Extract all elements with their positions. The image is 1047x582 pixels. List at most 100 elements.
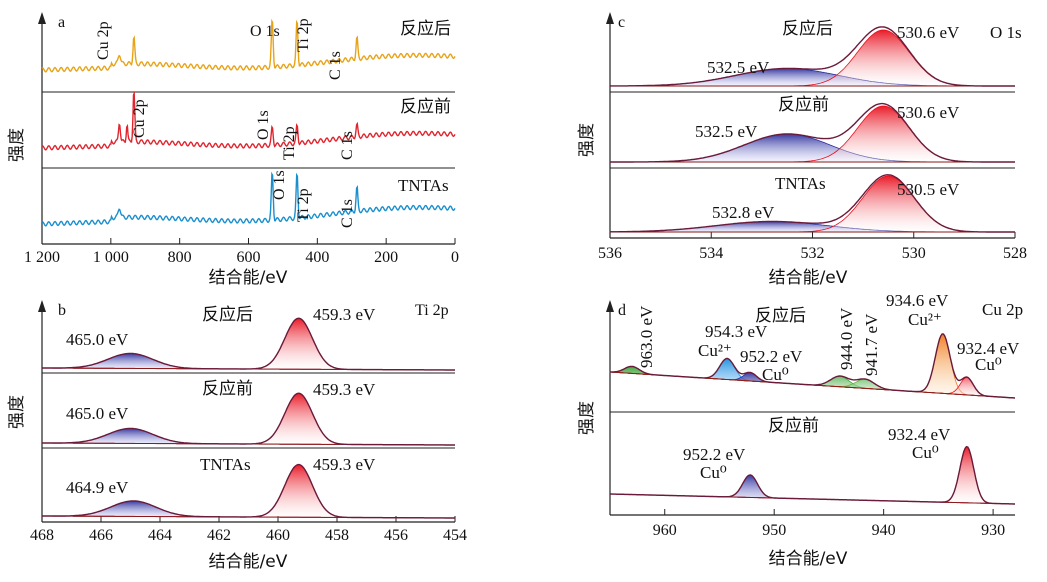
panel-c-envelope — [610, 102, 1015, 163]
panel-c-peak-label: 532.5 eV — [695, 122, 758, 141]
panel-b-tick-label: 454 — [443, 527, 467, 544]
panel-d-tick-label: 930 — [981, 522, 1005, 539]
panel-a-peak-label: Cu 2p — [131, 99, 148, 138]
panel-b-peak-label: 464.9 eV — [66, 478, 129, 497]
panel-d-title: Cu 2p — [982, 300, 1023, 319]
panel-d-envelope — [610, 445, 1015, 505]
panel-c-peak-label: 530.5 eV — [897, 180, 960, 199]
panel-c-peak-label: 532.8 eV — [712, 203, 775, 222]
panel-b-title: Ti 2p — [415, 302, 449, 319]
panel-a-peak-label: Ti 2p — [295, 188, 312, 222]
panel-a-ylabel: 强度 — [7, 128, 27, 162]
panel-d-series-label-before: 反应前 — [768, 416, 819, 436]
panel-c-label: c — [618, 14, 625, 31]
panel-d-label: d — [618, 302, 626, 319]
panel-c-tick-label: 528 — [1003, 245, 1027, 262]
panel-b-tick-label: 458 — [325, 527, 349, 544]
panel-c-envelope — [609, 26, 1015, 87]
panel-a-series-line — [41, 171, 456, 227]
panel-d-tick-label: 960 — [653, 522, 677, 539]
panel-c-component-peak — [610, 133, 1015, 163]
panel-b-peak-label: 459.3 eV — [313, 455, 376, 474]
panel-d-xlabel: 结合能/eV — [769, 549, 848, 569]
panel-c-tick-label: 530 — [902, 245, 926, 262]
panel-a-peak-label: Cu 2p — [95, 21, 112, 60]
panel-b-envelope — [42, 463, 455, 519]
panel-b-label: b — [58, 302, 66, 319]
panel-d-envelope — [610, 333, 1016, 399]
panel-d-tick-label: 950 — [762, 522, 786, 539]
panel-a-y-arrow — [38, 12, 46, 24]
panel-c-series-label-tntas: TNTAs — [775, 174, 826, 193]
panel-a-label: a — [58, 14, 65, 31]
panel-b-component-peak — [42, 353, 455, 371]
panel-a-peak-label: C 1s — [339, 131, 356, 160]
panel-d-peak-label: 934.6 eV — [886, 291, 949, 310]
panel-b-series-label-tntas: TNTAs — [200, 455, 251, 474]
panel-a-peak-label: C 1s — [339, 199, 356, 228]
panel-a-peak-label: Ti 2p — [295, 18, 312, 52]
panel-c-y-arrow — [606, 12, 614, 24]
panel-d-peak-sublabel: Cu⁰ — [975, 355, 1002, 374]
panel-d-peak-label: 952.2 eV — [740, 347, 803, 366]
panel-a-peak-label: O 1s — [250, 23, 280, 40]
panel-b-peak-label: 465.0 eV — [66, 404, 129, 423]
panel-d-ylabel: 强度 — [577, 401, 597, 435]
panel-c-series-label-before: 反应前 — [778, 95, 829, 115]
panel-c-envelope — [610, 174, 1015, 233]
panel-d-peak-sublabel: Cu²⁺ — [698, 341, 732, 360]
panel-c: c O 1s 536 534 532 530 528 532.5 eV 530.6 eV 5… — [577, 12, 1027, 288]
panel-d-tick-label: 940 — [872, 522, 896, 539]
panel-b-series-label-before: 反应前 — [202, 379, 253, 399]
panel-c-tick-label: 534 — [699, 245, 723, 262]
panel-a-peak-label: O 1s — [255, 110, 272, 140]
panel-a-tick-label: 800 — [168, 249, 192, 266]
panel-b-peak-label: 465.0 eV — [66, 330, 129, 349]
panel-c-peak-label: 530.6 eV — [897, 23, 960, 42]
panel-b-envelope — [42, 392, 455, 446]
panel-d-peak-label: 952.2 eV — [683, 445, 746, 464]
panel-b-tick-label: 464 — [148, 527, 172, 544]
panel-a-tick-label: 200 — [374, 249, 398, 266]
panel-d-peak-label: 944.0 eV — [837, 307, 856, 370]
panel-d-peak-label: 932.4 eV — [888, 425, 951, 444]
panel-b-peak-label: 459.3 eV — [313, 305, 376, 324]
panel-a-tick-label: 0 — [451, 249, 459, 266]
panel-b-tick-label: 466 — [89, 527, 113, 544]
panel-c-ylabel: 强度 — [577, 123, 597, 157]
panel-d-y-arrow — [606, 300, 614, 312]
panel-a-tick-label: 1 000 — [93, 249, 129, 266]
panel-d-peak-label: 932.4 eV — [957, 339, 1020, 358]
panel-b: b Ti 2p 468 466 464 462 460 458 456 454 465.0 e… — [7, 300, 467, 572]
panel-a-tick-label: 600 — [237, 249, 261, 266]
panel-b-envelope — [42, 317, 455, 371]
panel-a-series-label-before: 反应前 — [400, 97, 451, 117]
panel-a-tick-label: 1 200 — [24, 249, 60, 266]
panel-d-series-label-after: 反应后 — [755, 306, 806, 326]
panel-a-peak-label: Ti 2p — [281, 126, 298, 160]
panel-b-tick-label: 460 — [266, 527, 290, 544]
panel-d-peak-sublabel: Cu⁰ — [700, 463, 727, 482]
panel-d-peak-label: 963.0 eV — [637, 305, 656, 368]
panel-d-peak-label: 941.7 eV — [862, 313, 881, 376]
panel-b-series-label-after: 反应后 — [202, 305, 253, 325]
panel-c-peak-label: 532.5 eV — [707, 58, 770, 77]
panel-b-xlabel: 结合能/eV — [209, 552, 288, 572]
panel-c-series-label-after: 反应后 — [782, 19, 833, 39]
panel-d-component-peak — [609, 333, 1016, 399]
panel-b-tick-label: 462 — [207, 527, 231, 544]
panel-b-tick-label: 456 — [384, 527, 408, 544]
panel-d-peak-sublabel: Cu⁰ — [762, 365, 789, 384]
panel-c-xlabel: 结合能/eV — [769, 268, 848, 288]
panel-a-series-line — [41, 90, 456, 151]
panel-c-peak-label: 530.6 eV — [897, 103, 960, 122]
panel-d-peak-sublabel: Cu²⁺ — [908, 310, 942, 329]
panel-d-peak-label: 954.3 eV — [705, 322, 768, 341]
panel-a: a 1 200 1 000 800 600 400 200 0 Cu 2p O 1s Ti 2p… — [7, 12, 459, 288]
panel-b-peak-label: 459.3 eV — [313, 380, 376, 399]
panel-a-peak-label: O 1s — [271, 170, 288, 200]
panel-c-title: O 1s — [990, 23, 1022, 42]
panel-a-series-label-after: 反应后 — [400, 19, 451, 39]
panel-c-tick-label: 536 — [598, 245, 622, 262]
